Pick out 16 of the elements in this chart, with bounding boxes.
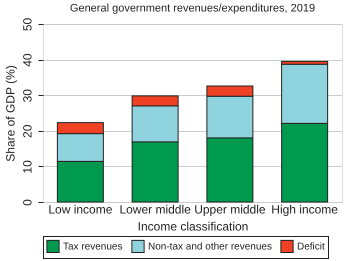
x-axis-title: Income classification [138, 220, 248, 234]
x-tick-label: Lower middle [119, 202, 192, 216]
legend-label: Non-tax and other revenues [148, 241, 272, 252]
x-tick-label: Low income [48, 202, 113, 216]
x-tick-label: High income [271, 202, 338, 216]
y-tick-label: 30 [20, 88, 34, 102]
y-tick-label: 50 [20, 18, 34, 32]
legend-label: Deficit [297, 241, 326, 252]
y-tick-label: 0 [20, 198, 34, 206]
y-tick-label: 10 [20, 160, 34, 174]
y-tick-label: 40 [20, 53, 34, 67]
x-tick-label: Upper middle [194, 202, 266, 216]
chart-title: General government revenues/expenditures, 2019 [70, 2, 316, 14]
y-axis-title: Share of GDP (%) [4, 65, 18, 162]
legend-label: Tax revenues [63, 241, 122, 252]
y-tick-label: 20 [20, 124, 34, 138]
